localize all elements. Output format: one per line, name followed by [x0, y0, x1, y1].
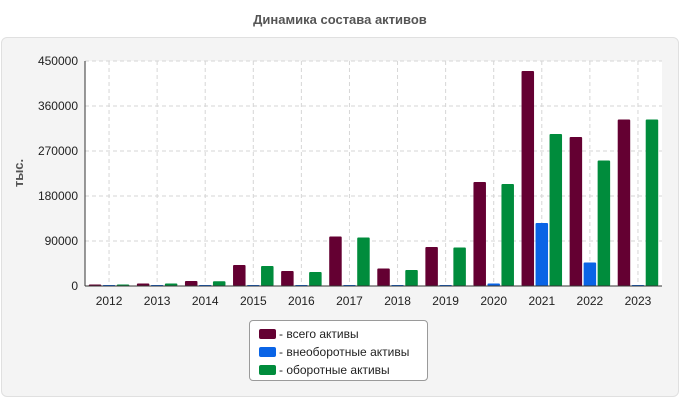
bar	[184, 281, 198, 286]
bar	[617, 119, 631, 286]
y-tick-label: 180000	[38, 189, 78, 203]
legend-label: - внеоборотные активы	[279, 345, 410, 359]
y-axis-label: тыс.	[11, 159, 26, 187]
bar	[535, 223, 549, 286]
x-tick-label: 2016	[288, 294, 315, 308]
x-tick-label: 2018	[384, 294, 411, 308]
bar	[487, 283, 500, 286]
legend-swatch	[259, 365, 276, 375]
bar	[281, 271, 294, 286]
bar	[329, 236, 342, 286]
bar	[453, 247, 466, 286]
bar	[136, 283, 150, 286]
bar	[645, 119, 659, 286]
bar	[164, 283, 178, 286]
bar	[233, 265, 246, 286]
bar	[261, 266, 274, 286]
legend-label: - оборотные активы	[279, 363, 390, 377]
bar	[309, 272, 322, 286]
legend-item: - оборотные активы	[259, 361, 427, 379]
bar	[473, 182, 486, 286]
y-tick-label: 450000	[38, 54, 78, 68]
bar	[405, 270, 418, 286]
plot-area	[85, 61, 662, 286]
x-tick-label: 2014	[192, 294, 219, 308]
legend-swatch	[259, 329, 276, 339]
bar	[501, 184, 514, 286]
x-tick-label: 2021	[528, 294, 555, 308]
chart-title: Динамика состава активов	[253, 12, 427, 27]
x-tick-label: 2017	[336, 294, 363, 308]
x-tick-label: 2019	[432, 294, 459, 308]
bar	[212, 281, 226, 286]
x-tick-label: 2020	[480, 294, 507, 308]
y-tick-label: 270000	[38, 144, 78, 158]
x-tick-label: 2022	[577, 294, 604, 308]
bar	[597, 160, 611, 286]
bar	[425, 247, 438, 286]
chart-legend: - всего активы - внеоборотные активы - обо…	[249, 320, 428, 381]
bar	[583, 262, 597, 286]
legend-item: - внеоборотные активы	[259, 343, 427, 361]
bar	[521, 71, 535, 286]
x-tick-label: 2012	[96, 294, 123, 308]
legend-label: - всего активы	[279, 327, 359, 341]
x-tick-label: 2015	[240, 294, 267, 308]
legend-swatch	[259, 347, 276, 357]
y-tick-label: 0	[71, 279, 78, 293]
y-tick-label: 360000	[38, 99, 78, 113]
x-tick-label: 2023	[625, 294, 652, 308]
bar	[549, 134, 563, 286]
y-tick-label: 90000	[45, 234, 79, 248]
bar	[357, 237, 370, 286]
bar	[377, 268, 390, 286]
x-tick-label: 2013	[144, 294, 171, 308]
legend-item: - всего активы	[259, 325, 427, 343]
bar	[569, 137, 583, 286]
